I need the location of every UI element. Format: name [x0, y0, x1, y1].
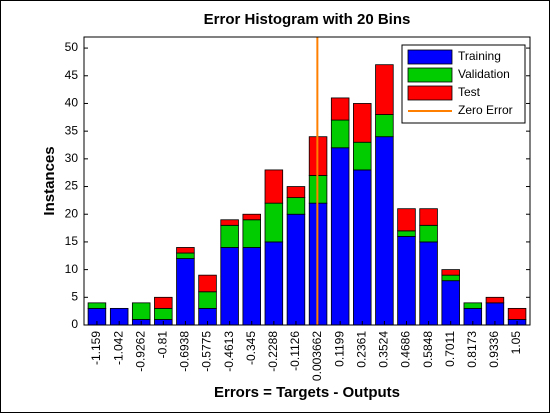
bar-segment: [286, 186, 306, 199]
y-axis-label: Instances: [41, 146, 58, 215]
bar-segment: [330, 97, 350, 121]
x-tick-label: -0.9262: [133, 331, 147, 372]
bar-segment: [242, 247, 261, 326]
bar-segment: [485, 296, 505, 304]
bar-segment: [176, 247, 195, 254]
bar-segment: [154, 307, 173, 320]
bar-segment: [286, 213, 306, 326]
x-tick-label: -1.042: [111, 331, 125, 365]
bar-segment: [330, 119, 350, 149]
bar-segment: [463, 302, 483, 309]
legend-label: Validation: [458, 67, 510, 81]
x-tick-label: 0.2361: [354, 331, 368, 368]
legend-swatch: [407, 67, 453, 83]
x-tick-label: 0.3524: [377, 331, 391, 368]
bar-segment: [220, 247, 239, 326]
bar-segment: [131, 302, 151, 320]
legend-swatch: [407, 85, 453, 101]
x-tick-label: -1.159: [89, 331, 103, 365]
bar-segment: [176, 252, 195, 259]
y-tick-label: 30: [65, 151, 79, 165]
bar-segment: [441, 274, 460, 282]
bar-segment: [353, 141, 372, 171]
bar-segment: [353, 169, 372, 326]
bar-segment: [220, 224, 239, 248]
bar-segment: [397, 235, 416, 326]
y-tick-label: 5: [71, 289, 78, 303]
bar-segment: [397, 230, 416, 237]
bar-segment: [419, 224, 438, 243]
chart-title: Error Histogram with 20 Bins: [204, 11, 411, 28]
y-tick-label: 45: [65, 68, 79, 82]
legend-label: Test: [458, 85, 481, 99]
x-tick-label: -0.5775: [200, 331, 214, 372]
x-tick-label: 0.9336: [487, 331, 501, 368]
x-tick-label: 0.5848: [421, 331, 435, 368]
y-tick-label: 25: [65, 179, 79, 193]
x-axis-label: Errors = Targets - Outputs: [214, 384, 400, 401]
bar-segment: [441, 269, 460, 276]
y-tick-label: 35: [65, 123, 79, 137]
bar-segment: [242, 213, 261, 221]
bar-segment: [507, 307, 527, 320]
legend-swatch: [407, 49, 453, 65]
x-tick-label: -0.345: [244, 331, 258, 365]
bar-segment: [375, 64, 394, 115]
bar-segment: [154, 296, 173, 309]
bar-segment: [375, 114, 394, 138]
bar-segment: [419, 208, 438, 226]
x-tick-label: 0.003662: [310, 331, 324, 381]
bar-segment: [353, 103, 372, 143]
y-tick-label: 10: [65, 262, 79, 276]
x-tick-label: -0.2288: [266, 331, 280, 372]
bar-segment: [264, 169, 284, 204]
bar-segment: [286, 197, 306, 215]
bar-segment: [419, 241, 438, 326]
bar-segment: [87, 302, 107, 309]
bar-segment: [176, 258, 195, 326]
bar-segment: [375, 136, 394, 326]
bar-segment: [242, 219, 261, 248]
plot-frame: [83, 36, 531, 326]
bar-segment: [441, 280, 460, 326]
bar-segment: [264, 202, 284, 243]
y-tick-label: 20: [65, 206, 79, 220]
bar-segment: [198, 274, 217, 293]
y-tick-label: 40: [65, 96, 79, 110]
x-tick-label: 0.8173: [465, 331, 479, 368]
x-tick-label: -0.4613: [222, 331, 236, 372]
y-tick-label: 15: [65, 234, 79, 248]
x-tick-label: 0.7011: [443, 331, 457, 367]
bar-segment: [330, 147, 350, 326]
bar-segment: [397, 208, 416, 232]
x-tick-label: 1.05: [509, 331, 523, 355]
legend-label: Training: [458, 49, 501, 63]
x-tick-label: 0.4686: [399, 331, 413, 368]
legend-label: Zero Error: [458, 103, 513, 117]
y-tick-label: 50: [65, 40, 79, 54]
x-tick-label: -0.1126: [288, 331, 302, 371]
y-tick-label: 0: [71, 317, 78, 331]
x-tick-label: -0.81: [155, 331, 169, 359]
bar-segment: [264, 241, 284, 326]
bar-segment: [198, 291, 217, 309]
x-tick-label: 0.1199: [332, 331, 346, 367]
x-tick-label: -0.6938: [178, 331, 192, 372]
bar-segment: [220, 219, 239, 226]
